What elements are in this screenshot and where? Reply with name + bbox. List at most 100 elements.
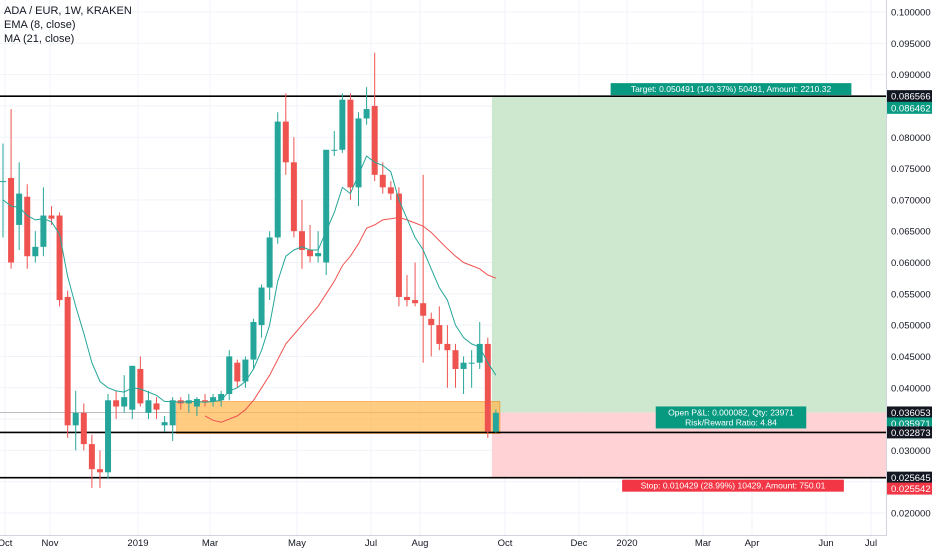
y-tick-label: 0.075000 (891, 164, 931, 175)
y-tick-label: 0.100000 (891, 8, 931, 19)
price-tag-text: 0.025645 (891, 473, 931, 484)
candle-body (493, 413, 499, 432)
y-tick-label: 0.095000 (891, 39, 931, 50)
candle-body (436, 325, 442, 344)
symbol-title: ADA / EUR, 1W, KRAKEN (4, 4, 132, 18)
candle-body (259, 288, 265, 326)
candle-body (283, 122, 289, 163)
y-tick-label: 0.055000 (891, 289, 931, 300)
x-tick-label: 2020 (616, 538, 637, 549)
candle-body (194, 399, 200, 407)
candle-body (356, 118, 362, 187)
target-label: Target: 0.050491 (140.37%) 50491, Amount… (611, 83, 852, 95)
y-tick-label: 0.060000 (891, 258, 931, 269)
candle-body (40, 216, 46, 247)
indicators (3, 156, 496, 422)
y-tick-label: 0.020000 (891, 509, 931, 520)
x-tick-label: Jul (865, 538, 877, 549)
ema-8-line (3, 156, 496, 402)
y-tick-label: 0.065000 (891, 227, 931, 238)
price-tag-text: 0.036053 (891, 408, 931, 419)
candle-body (57, 216, 63, 301)
x-tick-label: Jun (818, 538, 833, 549)
candle-body (65, 297, 71, 425)
candle-body (323, 150, 329, 263)
candle-body (73, 413, 79, 426)
candle-body (226, 356, 232, 394)
candle-body (469, 363, 475, 364)
pnl-label-text: Risk/Reward Ratio: 4.84 (685, 417, 777, 427)
x-tick-label: Mar (695, 538, 711, 549)
price-tag-text: 0.086566 (891, 92, 931, 103)
candle-body (347, 100, 353, 188)
x-tick-label: Dec (571, 538, 588, 549)
candle-body (267, 237, 273, 287)
candle-body (428, 319, 434, 325)
candle-body (89, 444, 95, 469)
candle-body (250, 322, 256, 360)
candle-body (145, 400, 151, 413)
x-tick-label: 2019 (127, 538, 148, 549)
x-tick-label: Nov (42, 538, 59, 549)
ma-21-line (205, 217, 496, 422)
x-tick-label: Oct (498, 538, 513, 549)
price-tag: 0.032873 (887, 426, 932, 439)
candle-body (307, 250, 313, 256)
candle-body (137, 369, 143, 403)
pnl-label-text: Open P&L: 0.000082, Qty: 23971 (668, 407, 794, 417)
candle-body (113, 400, 119, 406)
candle-body (32, 247, 38, 256)
profit-zone (492, 96, 886, 412)
price-tag-text: 0.025542 (891, 484, 931, 495)
price-tag-text: 0.032873 (891, 428, 931, 439)
y-tick-label: 0.045000 (891, 352, 931, 363)
candle-body (24, 197, 30, 256)
candle-body (461, 363, 467, 369)
support-zone (177, 402, 500, 434)
stop-label: Stop: 0.010429 (28.99%) 10429, Amount: 7… (622, 480, 844, 492)
candle-body (339, 100, 345, 150)
candle-body (364, 109, 370, 118)
candle-body (291, 162, 297, 231)
candle-body (97, 469, 103, 472)
candle-body (48, 216, 54, 219)
candle-body (404, 297, 410, 300)
ma-legend: MA (21, close) (4, 32, 132, 46)
candle-body (170, 400, 176, 425)
candle-body (121, 397, 127, 406)
candle-body (420, 303, 426, 316)
x-tick-label: May (288, 538, 306, 549)
candle-body (485, 344, 491, 432)
y-tick-label: 0.080000 (891, 133, 931, 144)
price-tag: 0.086462 (887, 102, 932, 115)
candle-body (412, 300, 418, 303)
candle-body (331, 150, 337, 151)
ema-legend: EMA (8, close) (4, 18, 132, 32)
candle-body (315, 253, 321, 256)
candle-body (275, 122, 281, 238)
candle-body (396, 194, 402, 297)
target-label-text: Target: 0.050491 (140.37%) 50491, Amount… (631, 84, 832, 94)
candle-body (162, 422, 168, 425)
candle-body (105, 400, 111, 472)
legend: ADA / EUR, 1W, KRAKEN EMA (8, close) MA … (4, 4, 132, 46)
candle-body (81, 413, 87, 444)
price-tag: 0.086566 (887, 90, 932, 103)
x-tick-label: Aug (412, 538, 429, 549)
y-tick-label: 0.030000 (891, 446, 931, 457)
candle-body (0, 181, 6, 182)
price-tag: 0.036053 (887, 406, 932, 419)
price-tag: 0.025645 (887, 472, 932, 485)
y-tick-label: 0.090000 (891, 70, 931, 81)
price-tag-text: 0.086462 (891, 103, 931, 114)
y-tick-label: 0.040000 (891, 383, 931, 394)
candle-body (154, 403, 160, 409)
y-tick-label: 0.050000 (891, 321, 931, 332)
x-tick-label: Oct (0, 538, 13, 549)
pnl-label: Open P&L: 0.000082, Qty: 23971Risk/Rewar… (656, 406, 807, 428)
x-tick-label: Mar (202, 538, 218, 549)
candle-body (234, 363, 240, 382)
